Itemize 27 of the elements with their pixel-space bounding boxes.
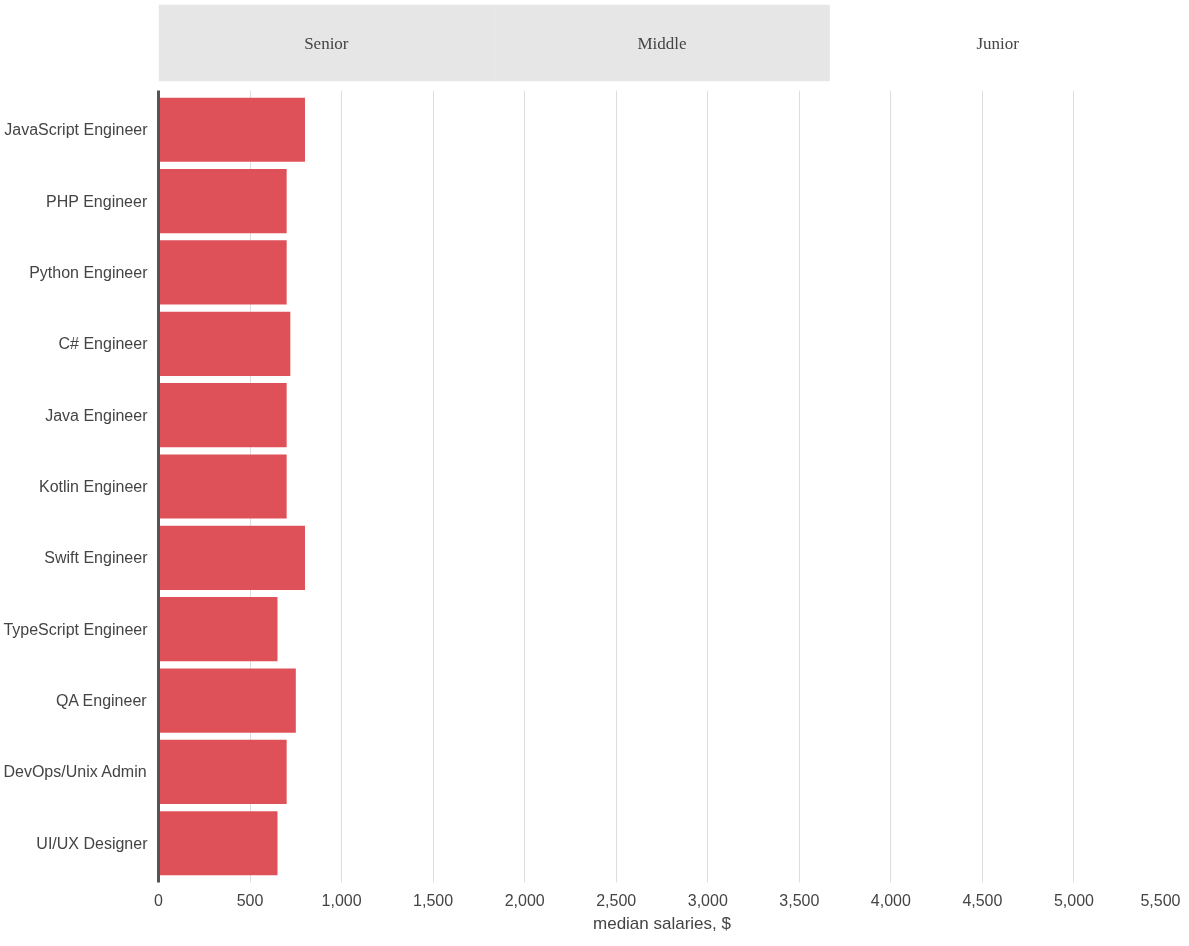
x-tick-label: 3,000 xyxy=(687,891,728,909)
x-tick-label: 4,000 xyxy=(870,891,911,909)
x-tick-label: 4,500 xyxy=(962,891,1003,909)
x-tick-label: 2,500 xyxy=(596,891,637,909)
y-tick-label: QA Engineer xyxy=(55,692,148,710)
x-tick-label: 5,500 xyxy=(1140,891,1181,909)
y-tick-label: DevOps/Unix Admin xyxy=(3,763,147,781)
text: Middle xyxy=(637,33,687,53)
y-tick-label: Java Engineer xyxy=(45,406,149,424)
text: Senior xyxy=(304,33,349,53)
y-tick-label: Kotlin Engineer xyxy=(38,478,149,495)
x-tick-label: 5,000 xyxy=(1053,891,1095,909)
y-tick-label: PHP Engineer xyxy=(46,192,148,210)
y-tick-label: Swift Engineer xyxy=(44,549,149,567)
y-tick-label: C# Engineer xyxy=(58,335,149,353)
y-tick-label: JavaScript Engineer xyxy=(4,121,149,139)
x-tick-label: 2,000 xyxy=(504,891,545,909)
x-tick-label: 3,500 xyxy=(779,891,820,909)
y-tick-label: UI/UX Designer xyxy=(36,834,149,852)
y-tick-label: Python Engineer xyxy=(29,263,149,281)
text: Junior xyxy=(976,33,1020,53)
x-axis-title: median salaries, $ xyxy=(593,913,732,933)
x-tick-label: 500 xyxy=(236,891,264,909)
y-tick-label: TypeScript Engineer xyxy=(3,620,149,638)
x-tick-label: 0 xyxy=(154,891,164,909)
x-tick-label: 1,000 xyxy=(321,891,362,909)
x-tick-label: 1,500 xyxy=(413,891,454,909)
